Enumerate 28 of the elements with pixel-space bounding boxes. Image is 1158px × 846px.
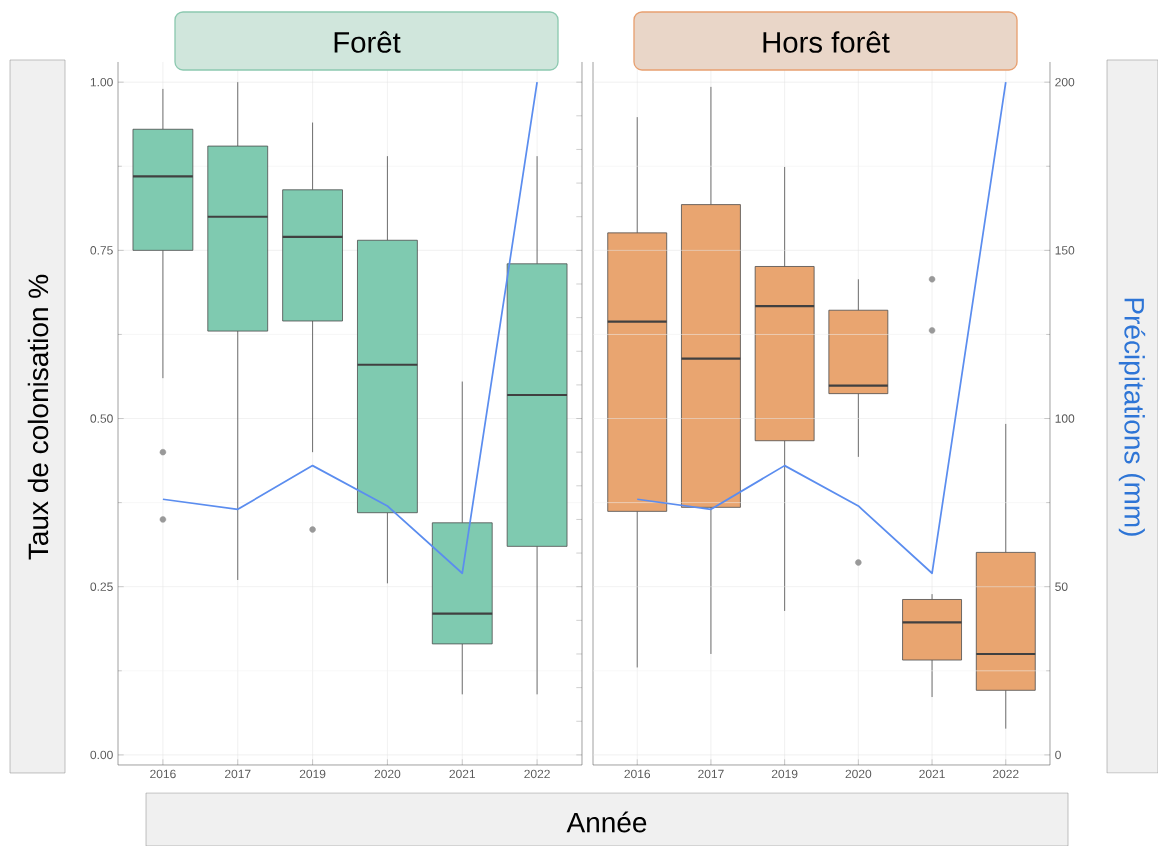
chart-title: Hors forêt [763, 31, 890, 53]
x-tick-label: 2017 [698, 769, 724, 779]
x-tick-label: 2021 [919, 769, 945, 779]
y-tick-label: 0.75 [90, 246, 113, 255]
x-tick-label: 2021 [449, 769, 476, 779]
y2-tick-label: 100 [1055, 414, 1075, 423]
x-tick-label: 2019 [299, 769, 326, 779]
x-tick-label: 2022 [993, 769, 1019, 779]
y-tick-label: 0.00 [90, 750, 113, 760]
y2-tick-label: 200 [1055, 77, 1075, 87]
y2-axis-title: Précipitations (mm) [1118, 298, 1146, 536]
x-tick-label: 2019 [771, 769, 798, 779]
line-series [636, 81, 1007, 575]
y2-tick-label: 0 [1055, 750, 1061, 760]
y-tick-label: 0.50 [90, 414, 113, 423]
x-tick-label: 2016 [150, 769, 176, 779]
chart-title: Forêt [334, 31, 401, 53]
x-tick-label: 2020 [374, 769, 401, 779]
y2-tick-label: 50 [1055, 582, 1068, 591]
y-axis-title: Taux de colonisation % [27, 274, 49, 560]
x-tick-label: 2017 [225, 769, 251, 779]
x-tick-label: 2020 [845, 769, 872, 779]
y2-tick-label: 150 [1055, 246, 1075, 255]
x-tick-label: 2016 [624, 769, 651, 779]
y-tick-label: 1.00 [90, 77, 113, 87]
y-tick-label: 0.25 [90, 582, 113, 591]
x-axis-title: Année [566, 811, 647, 833]
x-tick-label: 2022 [524, 769, 550, 779]
